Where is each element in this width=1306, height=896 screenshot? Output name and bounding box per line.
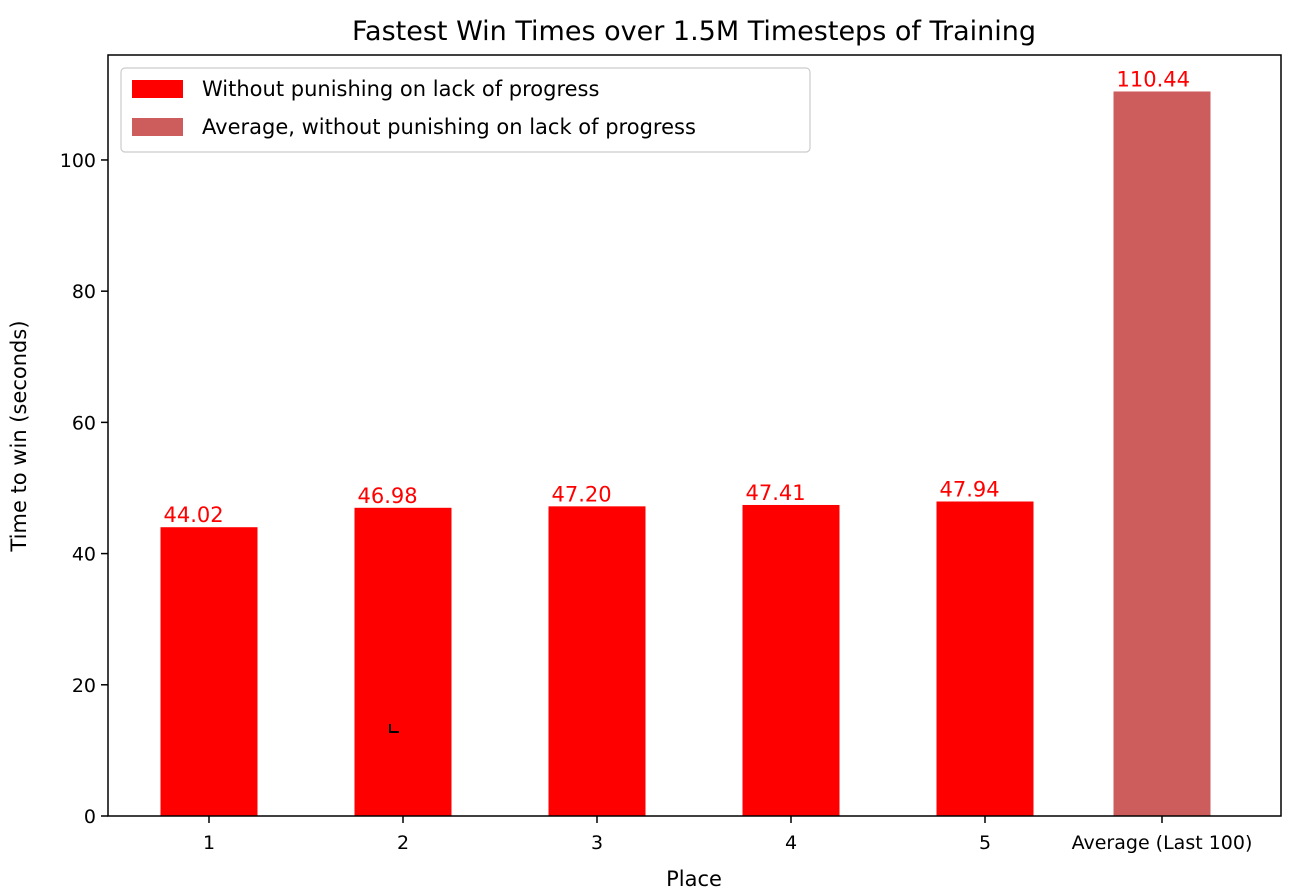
value-label-3: 47.20 xyxy=(552,482,612,506)
x-tick-label: Average (Last 100) xyxy=(1072,832,1253,854)
x-tick-label: 2 xyxy=(397,832,409,854)
bar-5 xyxy=(936,501,1034,816)
y-tick-label: 60 xyxy=(72,412,96,434)
y-tick-label: 0 xyxy=(84,806,96,828)
value-label-5: 47.94 xyxy=(940,477,1000,501)
legend-swatch-without-punishing xyxy=(132,80,183,98)
bar-6 xyxy=(1113,91,1211,816)
x-tick-label: 4 xyxy=(785,832,797,854)
value-label-4: 47.41 xyxy=(746,481,806,505)
value-label-1: 44.02 xyxy=(164,503,224,527)
bar-4 xyxy=(742,504,840,816)
bars xyxy=(160,91,1211,816)
y-axis-label: Time to win (seconds) xyxy=(7,320,31,552)
value-labels: 44.02 46.98 47.20 47.41 47.94 110.44 xyxy=(164,67,1190,527)
legend-swatch-average xyxy=(132,118,183,136)
y-tick-label: 100 xyxy=(60,150,96,172)
value-label-2: 46.98 xyxy=(358,484,418,508)
legend-label-without-punishing: Without punishing on lack of progress xyxy=(202,77,599,101)
value-label-6: 110.44 xyxy=(1117,67,1190,91)
legend-label-average: Average, without punishing on lack of pr… xyxy=(202,115,696,139)
x-tick-label: 3 xyxy=(591,832,603,854)
y-tick-label: 80 xyxy=(72,281,96,303)
x-tick-label: 5 xyxy=(979,832,991,854)
y-tick-label: 40 xyxy=(72,544,96,566)
x-axis: 1 2 3 4 5 Average (Last 100) xyxy=(203,816,1252,854)
legend: Without punishing on lack of progress Av… xyxy=(120,67,811,153)
chart-title: Fastest Win Times over 1.5M Timesteps of… xyxy=(352,16,1036,47)
x-axis-label: Place xyxy=(666,867,722,891)
x-tick-label: 1 xyxy=(203,832,215,854)
cursor-icon xyxy=(389,724,399,733)
bar-3 xyxy=(548,506,646,816)
bar-2 xyxy=(354,507,452,816)
bar-1 xyxy=(160,527,258,816)
y-tick-label: 20 xyxy=(72,675,96,697)
y-axis: 0 20 40 60 80 100 xyxy=(60,150,108,828)
plot-frame xyxy=(107,54,1282,817)
legend-box xyxy=(120,67,811,153)
